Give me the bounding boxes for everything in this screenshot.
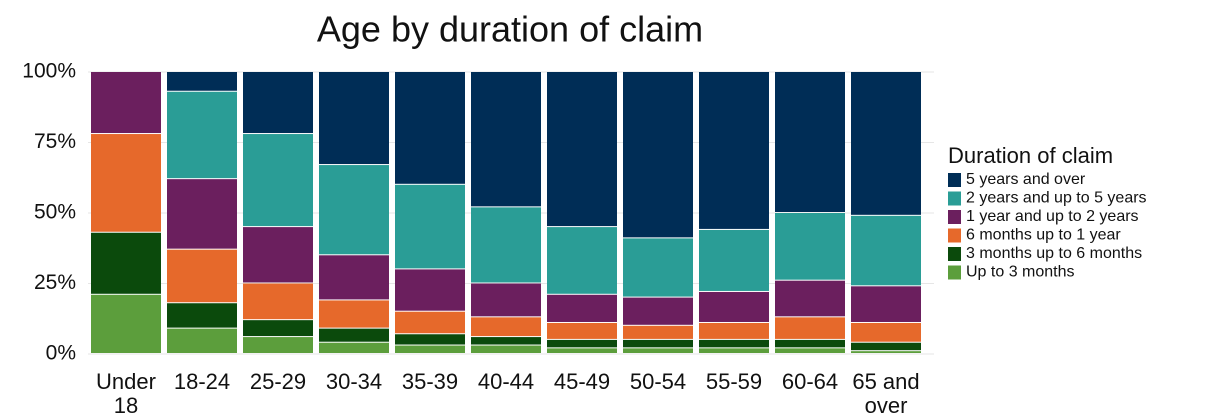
bar-segment [775, 213, 845, 280]
bar-segment [319, 72, 389, 165]
bar-segment [167, 303, 237, 328]
bar-segment [167, 179, 237, 249]
bar-segment [699, 339, 769, 348]
bar-segment [699, 348, 769, 353]
bar-segment [851, 286, 921, 322]
legend-label: 5 years and over [966, 171, 1086, 188]
y-tick-label: 50% [34, 201, 76, 224]
legend-label: 1 year and up to 2 years [966, 208, 1139, 225]
y-tick-label: 0% [46, 342, 76, 365]
bar-segment [91, 134, 161, 232]
x-tick-label: 65 and over [852, 369, 920, 418]
bar-segment [851, 342, 921, 351]
bar-segment [699, 72, 769, 229]
bar-segment [167, 91, 237, 179]
y-tick-label: 100% [22, 60, 76, 83]
bar-segment [319, 300, 389, 328]
legend-swatch [948, 191, 961, 206]
legend-label: Up to 3 months [966, 264, 1075, 281]
bar-segment [471, 337, 541, 345]
bar-segment [623, 238, 693, 297]
bar-segment [547, 294, 617, 322]
bar-segment [547, 339, 617, 348]
bar-segment [471, 283, 541, 317]
bar-segment [471, 72, 541, 207]
x-tick-label: 50-54 [629, 369, 687, 394]
x-tick-label: 30-34 [325, 369, 383, 394]
bar-segment [623, 325, 693, 339]
bar-segment [623, 72, 693, 238]
legend-label: 6 months up to 1 year [966, 227, 1121, 244]
bar-segment [851, 322, 921, 342]
bar-segment [167, 72, 237, 91]
legend-label: 2 years and up to 5 years [966, 190, 1147, 207]
bar-segment [395, 334, 465, 345]
x-tick-label: Under 18 [96, 369, 156, 418]
bar-segment [699, 322, 769, 339]
legend-swatch [948, 265, 961, 280]
x-tick-label: 60-64 [781, 369, 839, 394]
bar-segment [395, 311, 465, 334]
bar-segment [243, 283, 313, 320]
bar-segment [851, 351, 921, 353]
y-tick-label: 75% [34, 130, 76, 153]
x-tick-label: 25-29 [249, 369, 307, 394]
bar-segment [471, 345, 541, 353]
x-tick-label: 55-59 [705, 369, 763, 394]
bar-segment [547, 348, 617, 353]
bar-segment [91, 294, 161, 353]
y-tick-label: 25% [34, 271, 76, 294]
bar-segment [623, 339, 693, 348]
bar-segment [547, 322, 617, 339]
bar-segment [395, 345, 465, 353]
legend-swatch [948, 247, 961, 261]
bar-segment [775, 72, 845, 212]
bar-segment [395, 184, 465, 269]
bar-segment [243, 337, 313, 353]
bar-segment [167, 328, 237, 353]
bar-segment [319, 328, 389, 342]
x-tick-label: 18-24 [173, 369, 231, 394]
bar-segment [167, 249, 237, 303]
bar-segment [395, 269, 465, 311]
bar-segment [547, 72, 617, 227]
bar-segment [851, 215, 921, 286]
chart-title: Age by duration of claim [317, 9, 703, 50]
bar-segment [471, 207, 541, 283]
bar-segment [623, 297, 693, 325]
bar-segment [775, 348, 845, 353]
bar-segment [471, 317, 541, 337]
bar-segment [775, 280, 845, 317]
bar-segment [243, 320, 313, 337]
bar-segment [319, 255, 389, 300]
x-tick-label: 45-49 [553, 369, 611, 394]
legend-title: Duration of claim [948, 143, 1113, 168]
legend-swatch [948, 173, 961, 187]
bar-segment [623, 348, 693, 353]
bar-segment [775, 339, 845, 348]
bar-segment [91, 72, 161, 134]
bar-segment [243, 227, 313, 283]
bar-segment [319, 165, 389, 255]
x-tick-label: 35-39 [401, 369, 459, 394]
bar-segment [243, 72, 313, 134]
bar-segment [395, 72, 465, 184]
x-tick-label: 40-44 [477, 369, 535, 394]
legend-label: 3 months up to 6 months [966, 245, 1142, 262]
legend-swatch [948, 210, 961, 224]
bar-segment [243, 134, 313, 227]
bar-segment [319, 342, 389, 353]
bar-segment [547, 227, 617, 294]
bar-segment [91, 232, 161, 294]
bar-segment [699, 291, 769, 322]
bar-segment [851, 72, 921, 215]
legend-swatch [948, 228, 961, 243]
bar-segment [699, 229, 769, 291]
bar-segment [775, 317, 845, 339]
